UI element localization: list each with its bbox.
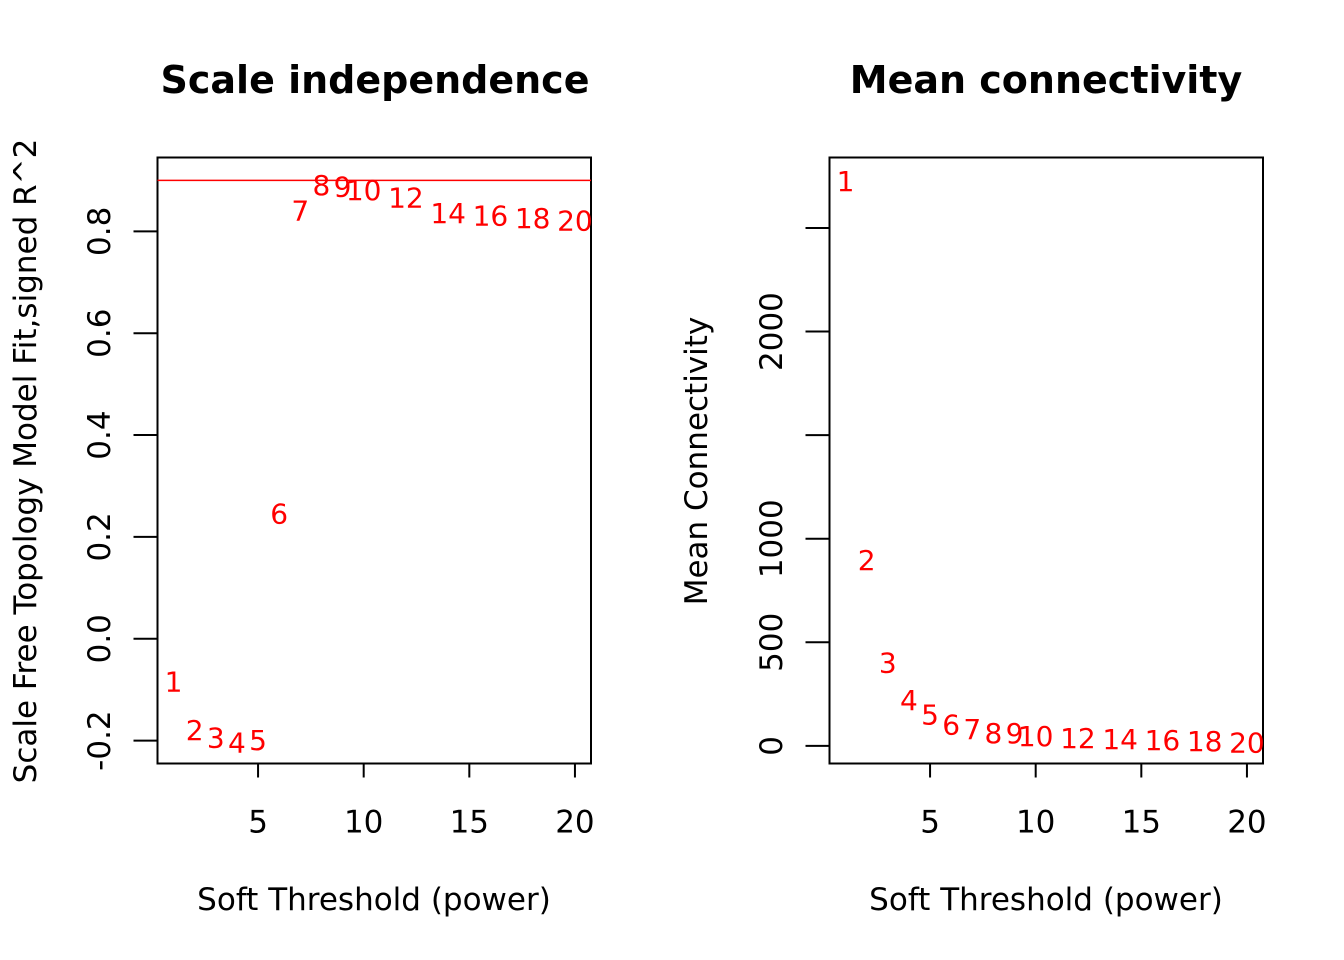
data-point-label: 20 (557, 205, 593, 238)
y-axis-label: Mean Connectivity (679, 317, 715, 606)
data-point-label: 8 (985, 717, 1003, 750)
data-point-label: 14 (1102, 723, 1138, 756)
data-point-label: 9 (1006, 717, 1024, 750)
data-point-label: 2 (186, 714, 204, 747)
x-tick-label: 5 (920, 805, 940, 841)
x-axis-label: Soft Threshold (power) (869, 882, 1223, 918)
data-point-label: 4 (900, 684, 918, 717)
x-tick-label: 10 (344, 805, 383, 841)
scale-independence-panel: Scale independence Soft Threshold (power… (8, 58, 595, 918)
x-tick-label: 20 (555, 805, 594, 841)
data-point-label: 2 (858, 544, 876, 577)
data-point-label: 10 (346, 174, 382, 207)
data-point-label: 16 (1145, 724, 1181, 757)
data-point-label: 6 (270, 497, 288, 530)
x-tick-label: 5 (248, 805, 268, 841)
y-tick-label: 0.2 (82, 512, 118, 561)
y-axis-label: Scale Free Topology Model Fit,signed R^2 (8, 139, 44, 784)
plot-frame (156, 156, 592, 765)
data-point-label: 4 (228, 727, 246, 760)
data-point-label: 10 (1018, 720, 1054, 753)
data-point-label: 12 (388, 182, 424, 215)
x-tick-label: 20 (1227, 805, 1266, 841)
plot-frame (828, 156, 1264, 765)
data-point-label: 7 (291, 194, 309, 227)
y-tick-label: 2000 (754, 292, 790, 371)
chart-title: Scale independence (161, 58, 590, 102)
y-tick-label: 1000 (754, 499, 790, 578)
data-point-label: 5 (249, 724, 267, 757)
y-tick-label: 0.8 (82, 207, 118, 256)
y-tick-label: 500 (754, 613, 790, 672)
data-point-label: 6 (942, 709, 960, 742)
axis-ticks: 5 10 15 20 0 500 1000 2000 (754, 226, 1267, 841)
x-tick-label: 10 (1016, 805, 1055, 841)
y-tick-label: -0.2 (82, 710, 118, 771)
data-point-label: 3 (879, 647, 897, 680)
data-point-label: 16 (473, 200, 509, 233)
mean-connectivity-panel: Mean connectivity Soft Threshold (power)… (679, 58, 1267, 918)
data-point-label: 9 (334, 171, 352, 204)
y-tick-label: 0 (754, 736, 790, 756)
data-point-label: 1 (165, 666, 183, 699)
data-point-label: 18 (1187, 725, 1223, 758)
data-point-label: 1 (837, 165, 855, 198)
data-point-label: 20 (1229, 726, 1265, 759)
x-tick-label: 15 (1122, 805, 1161, 841)
chart-title: Mean connectivity (850, 58, 1243, 102)
y-tick-label: 0.4 (82, 410, 118, 459)
x-axis-label: Soft Threshold (power) (197, 882, 551, 918)
axis-ticks: 5 10 15 20-0.20.00.20.40.60.8 (82, 207, 595, 841)
data-point-label: 14 (430, 197, 466, 230)
data-point-label: 18 (515, 202, 551, 235)
data-point-label: 5 (921, 698, 939, 731)
data-point-label: 8 (313, 169, 331, 202)
data-point-label: 12 (1060, 722, 1096, 755)
data-point-label: 7 (963, 713, 981, 746)
y-tick-label: 0.6 (82, 309, 118, 358)
x-tick-label: 15 (450, 805, 489, 841)
y-tick-label: 0.0 (82, 614, 118, 663)
data-point-label: 3 (207, 722, 225, 755)
